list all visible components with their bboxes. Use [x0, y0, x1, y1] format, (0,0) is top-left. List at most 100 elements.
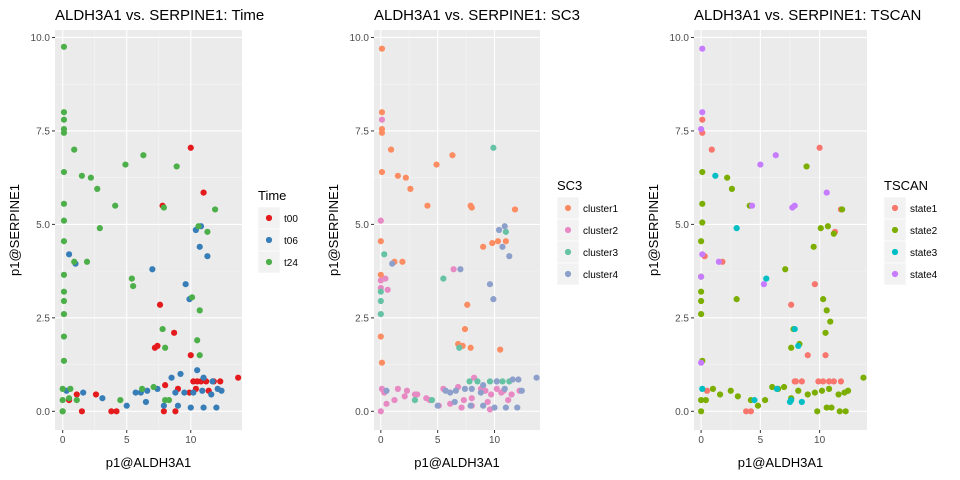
- data-point-state2: [761, 396, 769, 404]
- data-point-cluster1: [433, 161, 440, 168]
- data-point-state4: [698, 125, 705, 133]
- data-point-state2: [820, 296, 827, 303]
- data-point-t24: [60, 357, 68, 364]
- data-point-t24: [162, 396, 169, 404]
- data-point-t00: [108, 408, 115, 415]
- x-tick-label: 5: [758, 435, 764, 446]
- data-point-t00: [187, 352, 194, 359]
- data-point-cluster4: [515, 376, 522, 383]
- data-point-state3: [712, 172, 719, 179]
- data-point-cluster2: [450, 266, 457, 273]
- data-point-t00: [162, 382, 169, 389]
- data-point-t00: [160, 408, 167, 415]
- y-axis-label: p1@SERPINE1: [326, 184, 341, 276]
- data-point-t06: [160, 402, 167, 409]
- data-point-state3: [763, 275, 770, 282]
- y-tick-label: 10.0: [31, 33, 51, 44]
- data-point-state2: [827, 318, 834, 325]
- data-point-state2: [841, 389, 848, 396]
- legend-label-cluster2: cluster2: [583, 226, 618, 237]
- data-point-cluster3: [377, 297, 384, 305]
- legend-label-cluster4: cluster4: [583, 270, 618, 281]
- data-point-cluster3: [381, 251, 388, 258]
- data-point-state4: [748, 202, 756, 209]
- data-point-cluster3: [377, 311, 384, 318]
- data-point-state3: [733, 225, 740, 232]
- data-point-t24: [96, 225, 103, 232]
- data-point-t24: [60, 311, 68, 318]
- y-tick-label: 0.0: [355, 407, 369, 418]
- data-point-cluster3: [456, 344, 463, 351]
- data-point-cluster2: [505, 396, 512, 404]
- data-point-t24: [159, 325, 166, 333]
- data-point-state1: [825, 378, 833, 385]
- data-point-t24: [196, 307, 203, 314]
- data-point-state2: [822, 329, 829, 336]
- y-axis-label: p1@SERPINE1: [7, 184, 22, 276]
- data-point-cluster2: [401, 393, 408, 400]
- data-point-cluster4: [467, 402, 474, 409]
- data-point-state4: [715, 258, 722, 265]
- x-tick-label: 10: [814, 435, 826, 446]
- data-point-cluster1: [377, 333, 384, 340]
- data-point-state4: [698, 359, 705, 366]
- data-point-t24: [112, 202, 119, 209]
- data-point-t00: [78, 408, 85, 415]
- x-axis-label: p1@ALDH3A1: [106, 455, 191, 470]
- data-point-t24: [138, 385, 146, 392]
- data-point-state1: [820, 378, 827, 385]
- x-tick-label: 0: [378, 435, 384, 446]
- legend-label-state2: state2: [910, 226, 938, 237]
- data-point-state2: [716, 391, 724, 398]
- data-point-state2: [698, 238, 705, 245]
- data-point-state2: [698, 408, 705, 415]
- data-point-cluster4: [514, 404, 521, 411]
- data-point-t24: [60, 333, 68, 340]
- data-point-state1: [747, 408, 754, 415]
- data-point-cluster4: [480, 382, 487, 389]
- y-tick-label: 0.0: [36, 407, 50, 418]
- data-point-t24: [194, 337, 201, 344]
- data-point-t24: [59, 396, 66, 404]
- legend-marker-state1: [891, 204, 899, 212]
- data-point-state1: [798, 378, 805, 385]
- data-point-t24: [94, 185, 101, 192]
- legend-marker-t24: [265, 258, 273, 266]
- data-point-t06: [190, 389, 197, 396]
- data-point-state2: [733, 296, 740, 303]
- data-point-t06: [174, 402, 182, 409]
- data-point-t06: [204, 253, 211, 260]
- data-point-state2: [836, 408, 843, 415]
- data-point-cluster4: [486, 281, 494, 288]
- chart-title: ALDH3A1 vs. SERPINE1: SC3: [374, 7, 580, 24]
- legend-label-cluster1: cluster1: [583, 204, 618, 215]
- data-point-state1: [811, 281, 818, 288]
- data-point-cluster1: [378, 129, 386, 136]
- data-point-cluster2: [377, 217, 384, 224]
- data-point-cluster3: [502, 228, 509, 235]
- data-point-t24: [60, 168, 68, 176]
- data-point-t24: [160, 204, 167, 211]
- y-tick-label: 2.5: [36, 313, 50, 324]
- data-point-t24: [195, 223, 202, 230]
- data-point-t24: [83, 258, 91, 265]
- data-point-t24: [212, 206, 219, 213]
- data-point-state4: [698, 273, 705, 280]
- legend-marker-state3: [891, 248, 899, 256]
- data-point-t24: [59, 408, 66, 415]
- data-point-t00: [171, 329, 178, 336]
- data-point-cluster3: [411, 396, 419, 404]
- data-point-t06: [218, 387, 225, 394]
- data-point-t06: [209, 378, 216, 385]
- chart-title: ALDH3A1 vs. SERPINE1: TSCAN: [694, 7, 921, 24]
- data-point-t00: [187, 144, 194, 151]
- data-point-state4: [789, 204, 796, 211]
- data-point-t24: [196, 352, 203, 359]
- data-point-cluster4: [457, 266, 464, 273]
- data-point-cluster1: [467, 344, 474, 351]
- legend-label-t06: t06: [284, 236, 298, 247]
- data-point-state2: [860, 374, 867, 381]
- data-point-state2: [817, 225, 824, 232]
- chart-panel-3: 0.0 2.5 5.0 7.5 10.0 0 5 10 ALDH3A1 vs. SERPINE1…: [646, 7, 938, 470]
- data-point-state2: [698, 396, 705, 404]
